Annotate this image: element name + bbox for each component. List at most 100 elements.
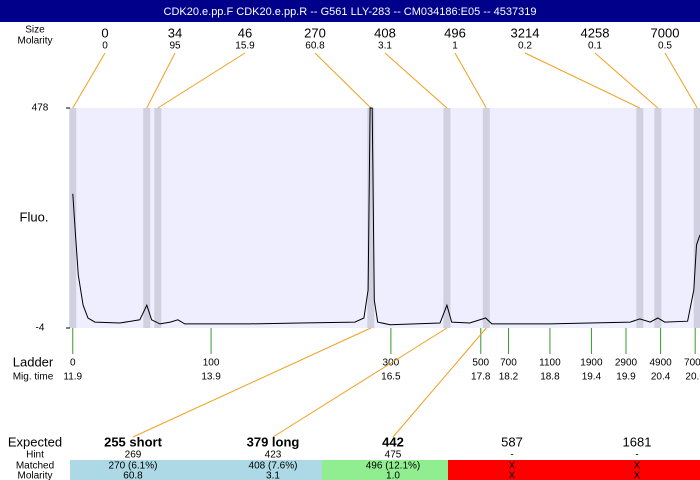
peak-band — [69, 108, 77, 328]
hint: 475 — [385, 450, 402, 461]
peak-molarity: 15.9 — [235, 41, 255, 52]
matched: 270 (6.1%) — [109, 461, 158, 472]
y-tick-label: 478 — [32, 103, 49, 114]
peak-size: 34 — [168, 25, 182, 40]
trace — [72, 107, 700, 326]
ladder-size: 500 — [472, 358, 489, 369]
peak-link — [384, 52, 448, 109]
molarity: X — [634, 471, 641, 480]
ladder-time: 19.9 — [616, 372, 636, 383]
peak-size: 270 — [304, 25, 326, 40]
status-cell — [70, 460, 205, 480]
status-cell — [575, 460, 700, 480]
ladder-time: 18.2 — [499, 372, 519, 383]
molarity: 3.1 — [266, 471, 280, 480]
peak-molarity: 0.2 — [518, 41, 532, 52]
matched: 496 (12.1%) — [366, 461, 420, 472]
peak-link — [664, 52, 698, 109]
row-label: Matched — [16, 461, 54, 472]
ladder-size: 7000 — [684, 358, 700, 369]
mig-time-label: Mig. time — [13, 372, 54, 383]
peak-molarity: 0 — [102, 41, 108, 52]
expected-size: 442 — [382, 434, 404, 449]
peak-link — [594, 52, 659, 109]
peak-molarity: 95 — [169, 41, 181, 52]
peak-size: 7000 — [651, 25, 680, 40]
title: CDK20.e.pp.F CDK20.e.pp.R -- G561 LLY-28… — [164, 6, 537, 18]
peak-band — [367, 108, 375, 328]
expected-size: 379 long — [247, 434, 300, 449]
match-link — [272, 327, 448, 438]
peak-band — [143, 108, 151, 328]
row-label: Molarity — [17, 471, 52, 480]
hint: 423 — [265, 450, 282, 461]
hint: - — [510, 450, 513, 461]
ladder-time: 19.4 — [582, 372, 602, 383]
expected-size: 1681 — [623, 434, 652, 449]
ladder-size: 100 — [203, 358, 220, 369]
peak-molarity: 3.1 — [378, 41, 392, 52]
molarity-label: Molarity — [17, 36, 52, 47]
peak-link — [524, 52, 641, 109]
ladder-time: 20.4 — [651, 372, 671, 383]
peak-link — [146, 52, 176, 109]
ladder-time: 11.9 — [63, 372, 82, 383]
hint: 269 — [125, 450, 142, 461]
peak-size: 408 — [374, 25, 396, 40]
title-bar — [0, 0, 700, 22]
matched: X — [509, 461, 516, 472]
peak-size: 4258 — [581, 25, 610, 40]
peak-molarity: 1 — [452, 41, 458, 52]
y-axis-label: Fluo. — [20, 209, 49, 224]
peak-link — [72, 52, 106, 109]
peak-molarity: 0.1 — [588, 41, 602, 52]
ladder-time: 17.8 — [471, 372, 491, 383]
row-label: Hint — [26, 450, 44, 461]
ladder-label: Ladder — [13, 354, 54, 369]
ladder-time: 20.9 — [685, 372, 700, 383]
peak-molarity: 60.8 — [305, 41, 325, 52]
status-cell — [205, 460, 322, 480]
molarity: 60.8 — [123, 471, 143, 480]
ladder-time: 16.5 — [381, 372, 401, 383]
match-link — [132, 327, 372, 438]
molarity: X — [509, 471, 516, 480]
peak-size: 0 — [101, 25, 108, 40]
peak-link — [314, 52, 372, 109]
peak-band — [654, 108, 662, 328]
peak-size: 46 — [238, 25, 252, 40]
matched: X — [634, 461, 641, 472]
peak-band — [482, 108, 490, 328]
peak-band — [154, 108, 162, 328]
ladder-size: 0 — [70, 358, 76, 369]
molarity: 1.0 — [386, 471, 400, 480]
ladder-size: 700 — [500, 358, 517, 369]
expected-size: 255 short — [104, 434, 162, 449]
peak-size: 496 — [444, 25, 466, 40]
peak-size: 3214 — [511, 25, 540, 40]
size-label: Size — [25, 25, 45, 36]
peak-band — [693, 108, 700, 328]
peak-band — [443, 108, 451, 328]
matched: 408 (7.6%) — [249, 461, 298, 472]
peak-link — [157, 52, 246, 109]
ladder-size: 2900 — [615, 358, 638, 369]
match-link — [392, 327, 487, 438]
row-label: Expected — [8, 434, 62, 449]
peak-molarity: 0.5 — [658, 41, 672, 52]
peak-link — [454, 52, 487, 109]
ladder-time: 13.9 — [201, 372, 221, 383]
y-tick-label: -4 — [36, 323, 45, 334]
status-cell — [448, 460, 575, 480]
ladder-size: 1900 — [580, 358, 603, 369]
plot-area — [70, 108, 700, 328]
hint: - — [635, 450, 638, 461]
ladder-size: 4900 — [649, 358, 672, 369]
status-cell — [322, 460, 448, 480]
peak-band — [636, 108, 644, 328]
ladder-time: 18.8 — [540, 372, 560, 383]
expected-size: 587 — [501, 434, 523, 449]
ladder-size: 1100 — [539, 358, 561, 369]
